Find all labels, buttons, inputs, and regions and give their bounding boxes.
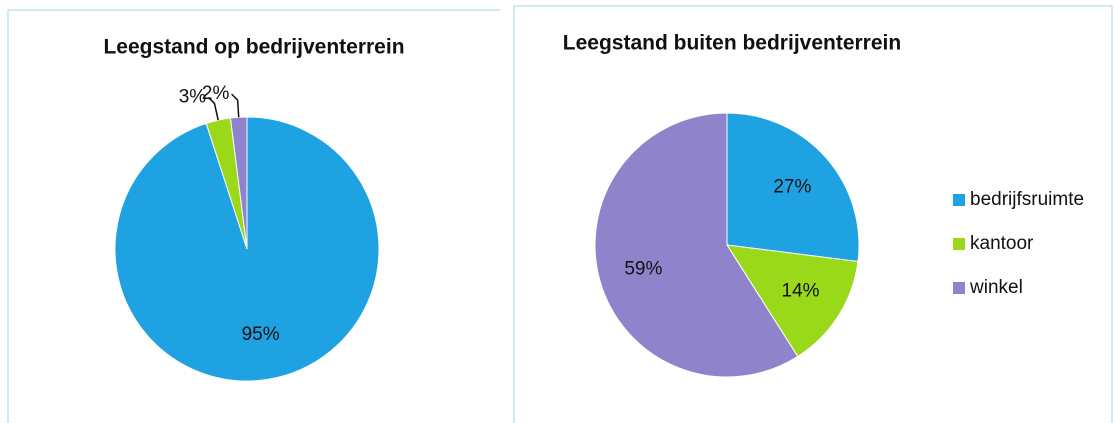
legend-swatch (953, 194, 965, 206)
panel-border (513, 5, 1113, 423)
legend-swatch (953, 282, 965, 294)
legend-label: kantoor (970, 233, 1034, 254)
pie-slice (594, 112, 799, 378)
pie-slice (726, 112, 860, 263)
legend-swatch (953, 238, 965, 250)
data-label: 59% (624, 258, 662, 279)
data-label: 95% (242, 324, 280, 345)
leader-line (207, 96, 219, 121)
data-label: 3% (179, 86, 207, 107)
data-label: 14% (782, 281, 820, 302)
panel-border (7, 9, 500, 423)
pie-slice (229, 116, 248, 250)
leader-line (231, 93, 240, 118)
legend-label: winkel (969, 277, 1023, 298)
chart-title: Leegstand op bedrijventerrein (103, 36, 404, 59)
pie-slice (726, 244, 859, 358)
data-label: 27% (773, 176, 811, 197)
legend-label: bedrijfsruimte (970, 189, 1084, 210)
chart-title: Leegstand buiten bedrijventerrein (563, 32, 901, 55)
data-label: 2% (202, 83, 230, 104)
